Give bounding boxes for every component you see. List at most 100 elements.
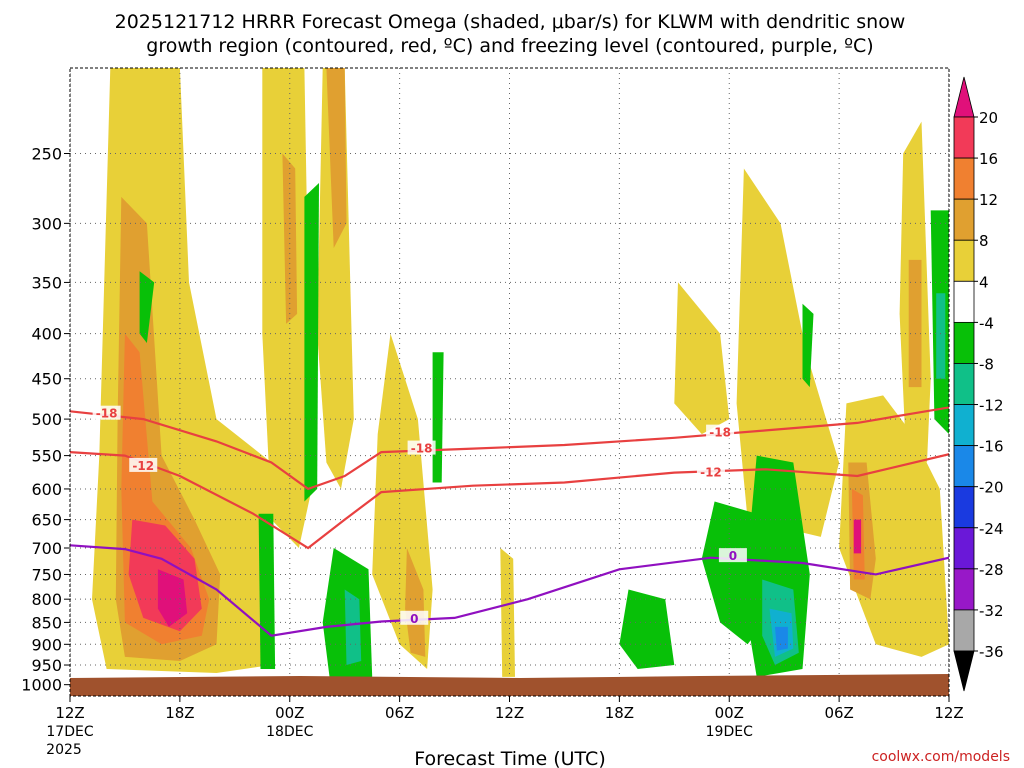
x-tick-label-8: 12Z [934,704,963,722]
contour-label-bg-3 [706,424,735,439]
x-axis-label: Forecast Time (UTC) [414,748,605,768]
omega-region-24 [344,589,362,665]
contour-label-0: -18 [96,407,118,421]
y-tick-label-2: 350 [31,273,62,292]
x-tick-date-0: 17DEC [46,724,93,740]
y-tick-label-9: 700 [31,539,62,558]
contour-label-bg-4 [696,464,725,479]
colorbar-label-0: 20 [979,109,998,127]
y-tick-label-7: 600 [31,480,62,499]
colorbar-label-5: -4 [979,314,994,332]
omega-region-12 [674,282,730,435]
y-tick-label-6: 550 [31,447,62,466]
contour-label-6: 0 [729,549,737,563]
omega-region-34 [936,293,946,379]
contour-label-4: -12 [700,466,722,480]
y-axis: 250 300 350 400 450 500 550 600 650 700 750 800 850 9… [21,144,70,695]
x-tick-date-2: 18DEC [266,724,313,740]
y-tick-label-8: 650 [31,511,62,530]
terrain-ground [70,674,949,696]
x-tick-label-5: 18Z [605,704,634,722]
plot-area: -18 -12 -18 -18 -12 0 0 [70,68,949,696]
colorbar-label-10: -24 [979,520,1004,538]
contour-label-bg-6 [718,548,747,563]
colorbar-label-6: -8 [979,355,994,373]
y-tick-label-14: 950 [31,656,62,675]
contour-label-bg-0 [92,405,121,420]
colorbar-swatch-8 [953,445,975,488]
x-tick-label-6: 00Z [715,704,744,722]
colorbar-label-3: 8 [979,232,989,250]
colorbar-swatch-10 [953,527,975,570]
omega-region-10 [405,548,426,657]
colorbar-swatch-2 [953,198,975,241]
omega-region-31 [775,626,788,651]
omega-region-21 [304,183,319,502]
colorbar-bottom-arrow [953,650,975,692]
colorbar-swatch-9 [953,486,975,529]
y-tick-label-15: 1000 [21,676,62,695]
colorbar-label-13: -36 [979,643,1004,661]
colorbar-label-4: 4 [979,273,989,291]
colorbar-swatch-12 [953,609,975,652]
y-tick-label-0: 250 [31,144,62,163]
y-tick-label-11: 800 [31,590,62,609]
omega-shading [92,68,949,681]
contour-lines: -18 -12 -18 -18 -12 0 0 [70,405,949,637]
x-tick-year-0: 2025 [46,742,82,758]
contour-label-2: -18 [411,442,433,456]
colorbar-swatch-1 [953,157,975,200]
y-tick-label-13: 900 [31,635,62,654]
chart-title-line1: 2025121712 HRRR Forecast Omega (shaded, … [115,11,906,33]
colorbar-swatch-7 [953,404,975,447]
omega-region-22 [258,513,276,669]
colorbar-label-2: 12 [979,191,998,209]
colorbar-top-arrow [953,76,975,118]
credit-text: coolwx.com/models [872,749,1010,765]
x-tick-label-0: 12Z [55,704,84,722]
contour-label-1: -12 [132,459,154,473]
omega-region-26 [619,589,675,669]
colorbar-label-1: 16 [979,150,998,168]
x-tick-label-4: 12Z [495,704,524,722]
omega-region-13 [736,168,840,537]
omega-region-17 [853,519,862,554]
x-tick-label-3: 06Z [385,704,414,722]
y-tick-label-3: 400 [31,325,62,344]
x-tick-label-7: 06Z [824,704,853,722]
colorbar-swatch-3 [953,239,975,282]
contour-label-bg-5 [400,610,429,625]
colorbar-label-12: -32 [979,602,1004,620]
contour-label-bg-2 [407,440,436,455]
omega-region-20 [139,271,155,343]
y-tick-label-1: 300 [31,214,62,233]
contour-label-3: -18 [709,426,731,440]
omega-region-19 [908,259,922,388]
colorbar-label-8: -16 [979,438,1004,456]
contour-label-bg-1 [129,457,158,472]
colorbar-label-9: -20 [979,479,1004,497]
colorbar-swatch-5 [953,321,975,364]
omega-region-32 [802,303,814,388]
contour--18-0 [70,406,949,491]
y-tick-label-10: 750 [31,565,62,584]
colorbar-label-11: -28 [979,561,1004,579]
y-tick-label-5: 500 [31,410,62,429]
contour--12-1 [70,451,949,550]
colorbar-swatch-11 [953,568,975,611]
x-tick-date-6: 19DEC [706,724,753,740]
y-tick-label-4: 450 [31,370,62,389]
colorbar-swatch-4 [953,280,975,323]
omega-region-25 [432,352,444,483]
y-tick-label-12: 850 [31,613,62,632]
colorbar-swatch-0 [953,116,975,159]
omega-region-11 [500,548,515,677]
contour-label-5: 0 [410,612,418,626]
x-tick-label-1: 18Z [165,704,194,722]
colorbar-swatch-6 [953,363,975,405]
colorbar-label-7: -12 [979,397,1004,415]
colorbar-legend: 20 16 12 8 4 -4 -8 -12 -16 -20 -24 -28 -32 -36 [953,76,1004,692]
omega-region-8 [326,68,347,249]
x-tick-label-2: 00Z [275,704,304,722]
